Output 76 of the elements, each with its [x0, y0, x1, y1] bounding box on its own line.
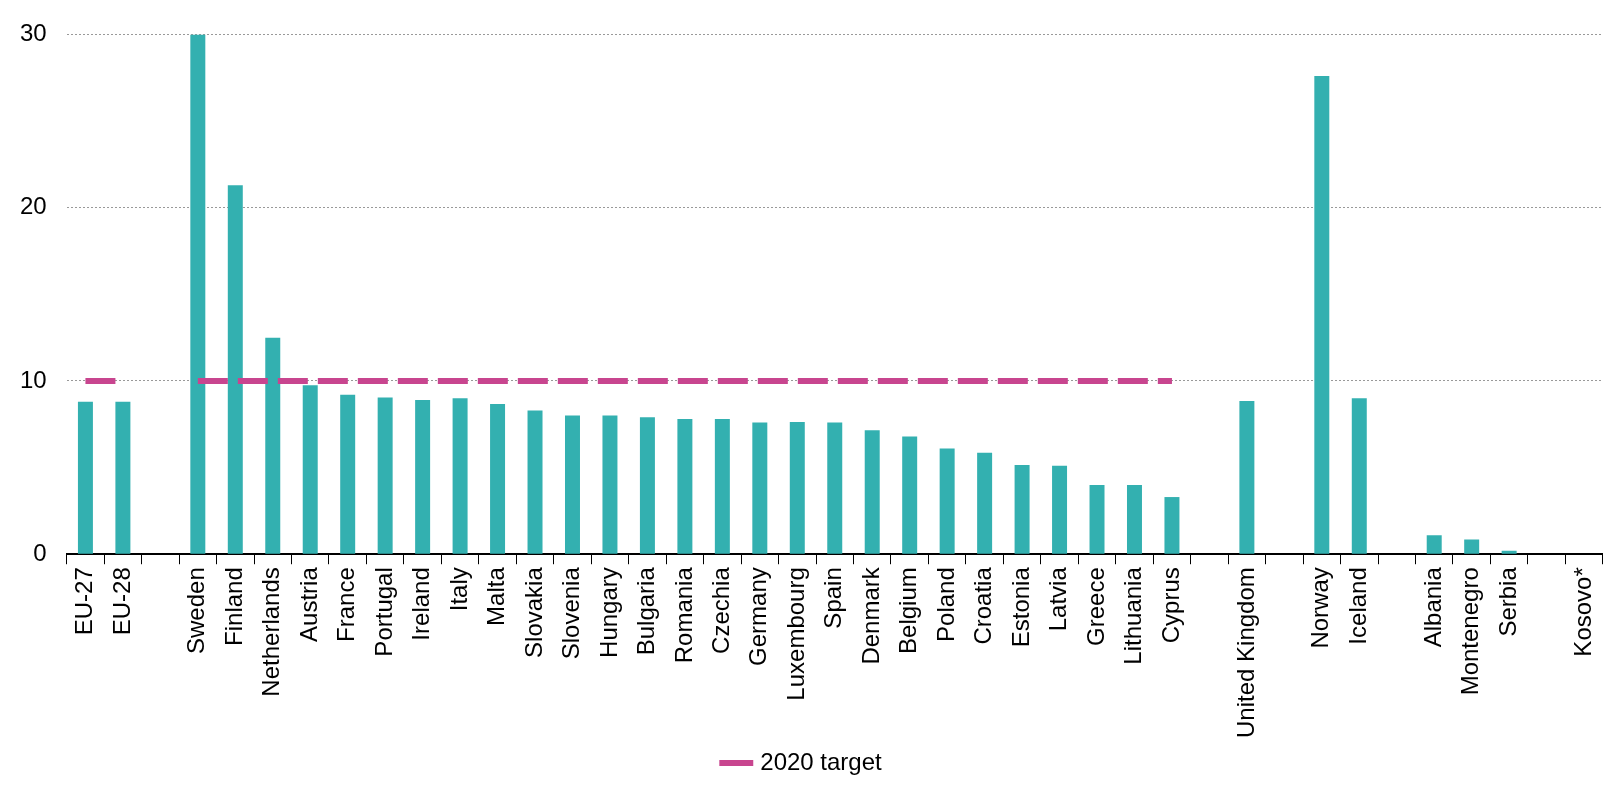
bar: [864, 430, 880, 554]
bar: [602, 415, 618, 554]
x-tick-label: Poland: [931, 567, 959, 642]
x-tick-label: Latvia: [1044, 566, 1072, 632]
x-tick-label: Slovenia: [557, 566, 585, 660]
y-tick-label: 30: [19, 19, 47, 47]
bar: [827, 422, 843, 554]
x-tick-label: EU-27: [70, 567, 98, 636]
x-tick-label: Denmark: [856, 566, 884, 665]
bar: [714, 419, 730, 554]
x-tick-label: Austria: [294, 566, 322, 642]
bar: [1164, 497, 1180, 554]
bar: [302, 385, 318, 554]
bar: [1351, 398, 1367, 554]
x-tick-label: Kosovo*: [1568, 567, 1596, 657]
y-tick-label: 20: [19, 192, 47, 220]
bar: [190, 34, 206, 554]
x-tick-label: Germany: [744, 567, 772, 666]
bar: [1314, 75, 1330, 554]
bar: [227, 185, 243, 554]
bar: [265, 337, 281, 554]
x-tick-label: Belgium: [894, 567, 922, 654]
x-tick-label: United Kingdom: [1231, 567, 1259, 738]
y-tick-label: 10: [19, 365, 47, 393]
x-tick-label: EU-28: [107, 567, 135, 636]
x-tick-label: Hungary: [594, 567, 622, 658]
x-tick-label: Cyprus: [1156, 567, 1184, 644]
legend-label: 2020 target: [760, 747, 883, 775]
x-tick-label: Czechia: [706, 566, 734, 654]
bar: [377, 397, 393, 554]
x-tick-label: Luxembourg: [781, 567, 809, 701]
bar: [1126, 484, 1142, 554]
x-tick-label: Finland: [219, 567, 247, 646]
bar: [902, 436, 918, 554]
bar: [939, 448, 955, 554]
x-tick-label: France: [332, 567, 360, 642]
x-tick-label: Slovakia: [519, 566, 547, 658]
bar: [77, 401, 93, 554]
bar: [1239, 400, 1255, 554]
x-tick-label: Netherlands: [257, 567, 285, 697]
x-tick-label: Spain: [819, 567, 847, 629]
bar: [452, 398, 468, 554]
bar: [977, 452, 993, 554]
x-tick-label: Croatia: [969, 566, 997, 645]
bar: [1464, 539, 1480, 554]
x-tick-label: Greece: [1081, 567, 1109, 646]
x-tick-label: Ireland: [407, 567, 435, 641]
bar: [527, 410, 543, 554]
bar: [340, 394, 356, 554]
bar: [639, 417, 655, 554]
bar: [1089, 484, 1105, 554]
bar: [1014, 465, 1030, 554]
x-tick-label: Malta: [482, 566, 510, 626]
x-tick-label: Lithuania: [1119, 566, 1147, 665]
bar: [752, 422, 768, 554]
x-tick-label: Italy: [444, 567, 472, 612]
x-tick-label: Albania: [1418, 566, 1446, 648]
x-tick-label: Norway: [1306, 567, 1334, 649]
y-tick-label: 0: [33, 538, 47, 566]
bar: [115, 401, 131, 554]
bar: [677, 419, 693, 554]
bar: [565, 415, 580, 554]
x-tick-label: Bulgaria: [632, 566, 660, 656]
bar: [490, 404, 506, 554]
bar: [415, 400, 431, 554]
x-tick-label: Montenegro: [1456, 567, 1484, 696]
x-tick-label: Romania: [669, 566, 697, 664]
x-tick-label: Iceland: [1343, 567, 1371, 645]
bar: [789, 422, 805, 554]
bar: [1501, 550, 1517, 554]
bar: [1426, 535, 1442, 554]
x-tick-label: Portugal: [369, 567, 397, 657]
x-tick-label: Estonia: [1006, 566, 1034, 648]
bar: [1052, 465, 1068, 554]
x-tick-label: Serbia: [1493, 566, 1521, 637]
x-tick-label: Sweden: [182, 567, 210, 654]
